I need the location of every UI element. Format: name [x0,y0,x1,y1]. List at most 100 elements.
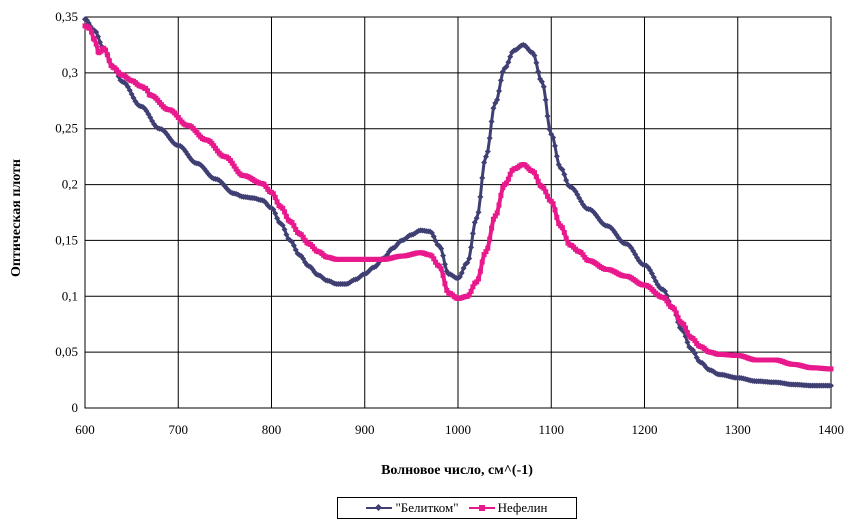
data-point [429,253,435,259]
data-point [233,166,239,172]
data-point [563,235,569,241]
data-point [496,88,503,95]
data-point [430,233,437,240]
data-point [551,142,558,149]
data-point [490,216,496,222]
data-point [291,223,297,229]
data-point [550,134,557,141]
data-point [554,214,560,220]
legend-swatch-nefelin [468,503,495,513]
data-point [263,184,269,189]
y-tick-label: 0,1 [62,288,78,303]
data-point [485,245,491,251]
data-point [662,288,669,295]
data-point [433,259,439,265]
data-point [145,88,150,94]
data-point [280,205,286,211]
data-point [500,185,506,191]
data-point [481,252,487,257]
data-point [505,59,512,66]
data-point [470,284,476,290]
data-point [274,199,280,205]
data-point [91,27,98,34]
legend-item-nefelin: Нефелин [468,500,548,516]
y-tick-label: 0,3 [62,65,78,80]
data-point [494,210,500,216]
data-point [561,230,567,235]
legend-swatch-belitkom [366,503,393,513]
data-point [442,281,448,287]
data-point [543,189,549,195]
data-point [533,59,540,66]
data-point [300,234,306,240]
data-point [104,52,110,58]
data-point [282,209,288,215]
data-point [469,230,476,237]
data-point [438,245,445,252]
data-point [559,166,566,173]
data-point [477,193,484,200]
data-point [535,178,541,184]
data-point [458,270,465,277]
data-point [436,263,442,269]
x-axis-title: Волновое число, см^(-1) [381,463,533,478]
data-point [553,153,560,160]
data-point [538,78,545,85]
data-point [559,225,565,231]
x-tick-label: 600 [75,422,95,437]
x-tick-labels: 600 700 800 900 1000 1100 1200 1300 1400 [75,422,844,437]
series-nefelin [82,23,834,372]
series-layer [82,16,834,389]
data-point [93,41,99,47]
data-point [482,153,489,160]
data-point [684,339,691,346]
y-tick-label: 0,2 [62,177,78,192]
data-point [466,292,472,298]
data-point [488,118,495,125]
data-point [503,63,510,70]
legend: "Белитком" Нефелин [337,497,577,519]
data-point [270,191,276,197]
data-point [507,171,513,177]
data-point [281,226,288,233]
data-point [580,252,586,258]
data-point [489,225,495,231]
x-tick-label: 1200 [632,422,658,437]
data-point [474,279,480,285]
data-point [692,338,698,344]
data-point [673,310,679,316]
legend-label-belitkom: "Белитком" [395,500,459,515]
data-point [477,268,483,274]
plot-frame [84,16,832,409]
data-point [471,219,478,226]
data-point [290,242,297,249]
grid [84,16,832,409]
data-point [481,159,488,166]
data-point [545,193,550,199]
data-point [89,29,94,35]
y-axis-title: Оптическая плотн [9,159,24,277]
data-point [541,185,547,191]
data-point [487,236,493,242]
y-tick-label: 0,25 [55,121,78,136]
y-tick-labels: 0 0,05 0,1 0,15 0,2 0,25 0,3 0,35 [55,9,78,415]
data-point [486,135,493,142]
data-point [283,213,289,219]
data-point [484,148,491,155]
legend-item-belitkom: "Белитком" [366,500,459,516]
data-point [552,207,558,213]
data-point [535,68,542,75]
data-point [103,47,108,53]
x-tick-label: 900 [355,422,375,437]
data-point [681,322,687,327]
y-tick-label: 0,35 [55,9,78,24]
data-point [293,227,299,232]
y-tick-label: 0,05 [55,344,78,359]
data-point [479,259,485,265]
data-point [531,52,538,59]
data-point [504,180,509,186]
data-point [464,259,471,266]
y-tick-label: 0 [72,400,79,415]
data-point [279,222,286,229]
